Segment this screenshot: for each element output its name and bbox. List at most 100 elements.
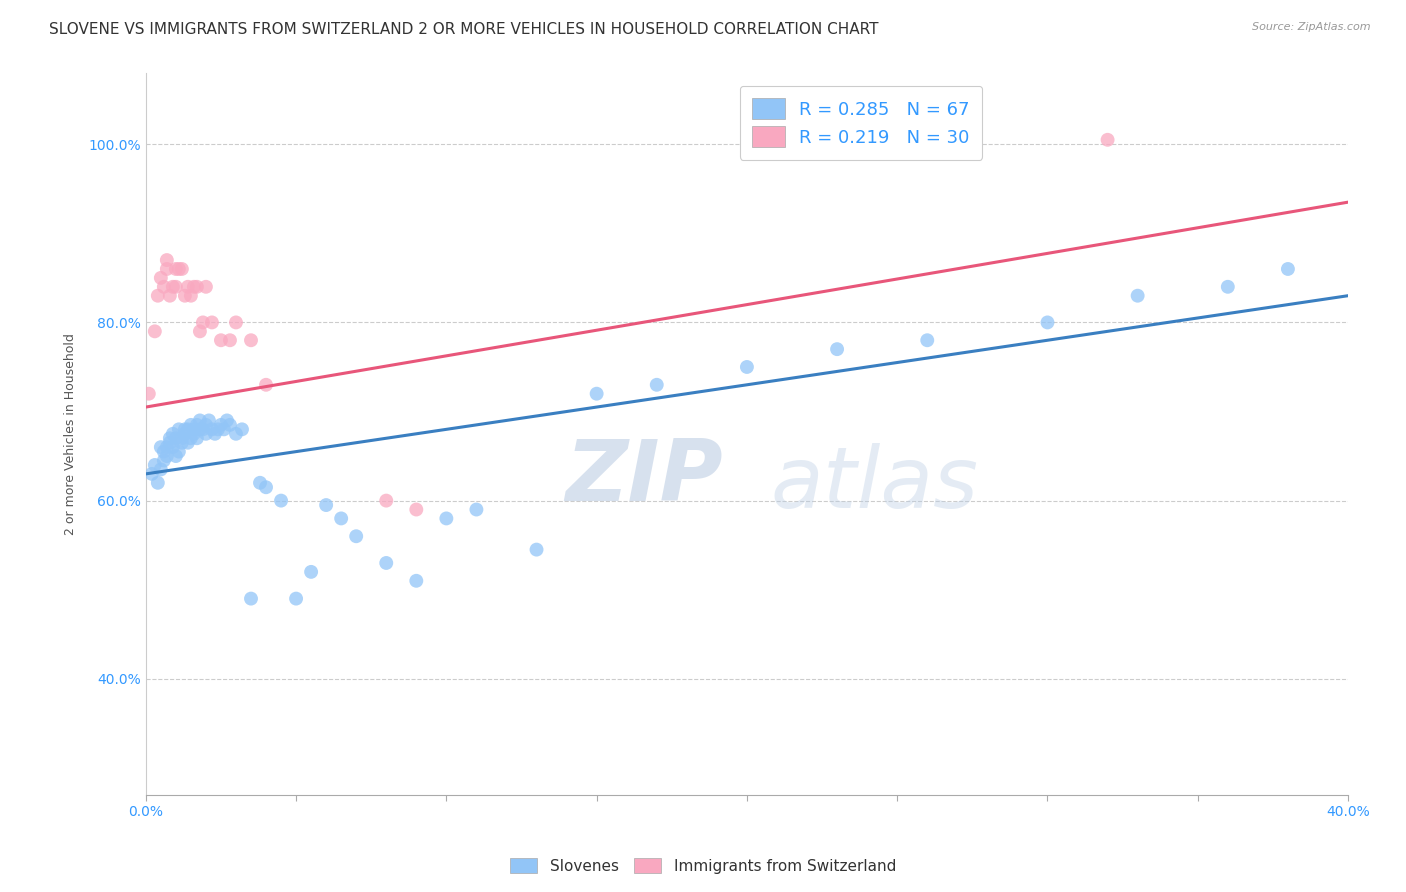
Point — [194, 426, 217, 441]
Point — [149, 440, 172, 454]
Legend: R = 0.285   N = 67, R = 0.219   N = 30: R = 0.285 N = 67, R = 0.219 N = 30 — [740, 86, 983, 160]
Point — [209, 417, 232, 432]
Point — [240, 333, 263, 347]
Point — [219, 417, 242, 432]
Point — [159, 435, 181, 450]
Text: atlas: atlas — [770, 442, 979, 525]
Point — [405, 502, 427, 516]
Point — [149, 271, 172, 285]
Point — [201, 422, 224, 436]
Point — [465, 502, 488, 516]
Point — [167, 444, 190, 458]
Point — [825, 342, 848, 356]
Point — [156, 449, 179, 463]
Point — [225, 426, 247, 441]
Point — [270, 493, 292, 508]
Point — [167, 262, 190, 277]
Point — [186, 431, 208, 445]
Point — [191, 422, 214, 436]
Text: ZIP: ZIP — [565, 435, 723, 518]
Point — [209, 333, 232, 347]
Point — [165, 449, 187, 463]
Point — [141, 467, 163, 481]
Point — [146, 289, 169, 303]
Point — [191, 315, 214, 329]
Point — [153, 453, 176, 467]
Point — [170, 435, 193, 450]
Text: SLOVENE VS IMMIGRANTS FROM SWITZERLAND 2 OR MORE VEHICLES IN HOUSEHOLD CORRELATI: SLOVENE VS IMMIGRANTS FROM SWITZERLAND 2… — [49, 22, 879, 37]
Point — [180, 417, 202, 432]
Point — [194, 280, 217, 294]
Point — [1216, 280, 1239, 294]
Point — [180, 289, 202, 303]
Point — [585, 386, 607, 401]
Point — [162, 440, 184, 454]
Point — [165, 280, 187, 294]
Point — [138, 386, 160, 401]
Point — [143, 458, 166, 472]
Point — [156, 253, 179, 268]
Point — [198, 413, 221, 427]
Point — [215, 413, 238, 427]
Point — [207, 422, 229, 436]
Point — [254, 480, 277, 494]
Point — [1097, 133, 1119, 147]
Point — [153, 280, 176, 294]
Point — [173, 289, 195, 303]
Point — [162, 426, 184, 441]
Point — [146, 475, 169, 490]
Point — [159, 431, 181, 445]
Legend: Slovenes, Immigrants from Switzerland: Slovenes, Immigrants from Switzerland — [503, 852, 903, 880]
Point — [186, 417, 208, 432]
Point — [1277, 262, 1299, 277]
Point — [183, 426, 205, 441]
Point — [434, 511, 457, 525]
Point — [156, 262, 179, 277]
Point — [188, 413, 211, 427]
Point — [315, 498, 337, 512]
Point — [188, 324, 211, 338]
Point — [162, 280, 184, 294]
Point — [645, 377, 668, 392]
Point — [201, 315, 224, 329]
Point — [177, 280, 200, 294]
Point — [177, 422, 200, 436]
Point — [225, 315, 247, 329]
Point — [1036, 315, 1059, 329]
Point — [299, 565, 322, 579]
Point — [375, 493, 398, 508]
Point — [165, 431, 187, 445]
Point — [249, 475, 271, 490]
Point — [194, 417, 217, 432]
Point — [180, 431, 202, 445]
Point — [254, 377, 277, 392]
Point — [153, 444, 176, 458]
Point — [167, 422, 190, 436]
Point — [526, 542, 548, 557]
Point — [405, 574, 427, 588]
Point — [915, 333, 938, 347]
Point — [183, 422, 205, 436]
Point — [143, 324, 166, 338]
Point — [186, 280, 208, 294]
Point — [219, 333, 242, 347]
Point — [156, 440, 179, 454]
Point — [149, 462, 172, 476]
Point — [1126, 289, 1149, 303]
Point — [204, 426, 226, 441]
Point — [212, 422, 235, 436]
Point — [170, 262, 193, 277]
Point — [170, 431, 193, 445]
Point — [330, 511, 353, 525]
Point — [159, 289, 181, 303]
Point — [231, 422, 253, 436]
Text: Source: ZipAtlas.com: Source: ZipAtlas.com — [1253, 22, 1371, 32]
Point — [173, 422, 195, 436]
Point — [165, 262, 187, 277]
Point — [285, 591, 308, 606]
Point — [173, 426, 195, 441]
Point — [344, 529, 367, 543]
Point — [375, 556, 398, 570]
Y-axis label: 2 or more Vehicles in Household: 2 or more Vehicles in Household — [65, 333, 77, 534]
Point — [240, 591, 263, 606]
